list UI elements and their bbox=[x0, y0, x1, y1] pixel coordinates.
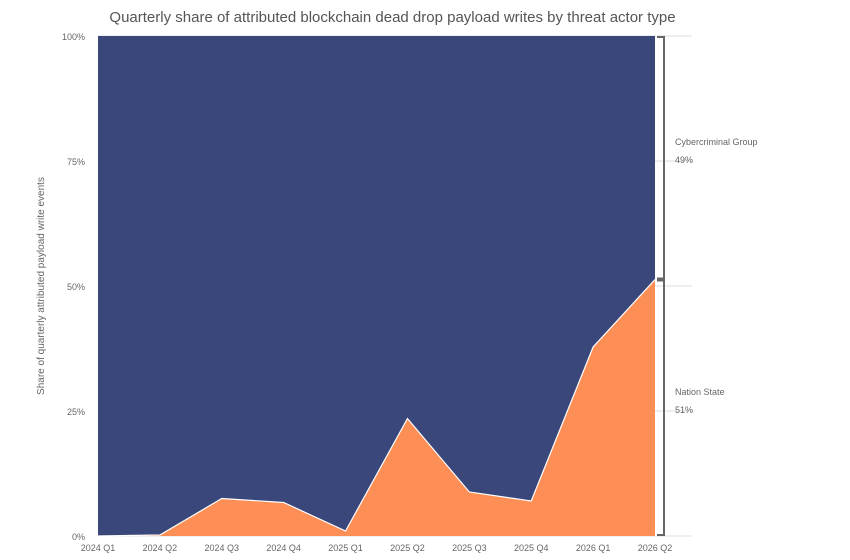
y-tick-label: 25% bbox=[67, 407, 85, 417]
x-tick-label: 2026 Q2 bbox=[638, 543, 673, 553]
x-tick-label: 2025 Q2 bbox=[390, 543, 425, 553]
series-boundary-line bbox=[97, 279, 656, 537]
y-tick-label: 75% bbox=[67, 157, 85, 167]
bracket-nation-state bbox=[657, 279, 665, 536]
y-axis-label: Share of quarterly attributed payload wr… bbox=[36, 177, 47, 395]
x-tick-label: 2025 Q1 bbox=[328, 543, 363, 553]
x-tick-label: 2026 Q1 bbox=[576, 543, 611, 553]
x-tick-label: 2024 Q2 bbox=[143, 543, 178, 553]
x-tick-label: 2025 Q4 bbox=[514, 543, 549, 553]
y-tick-label: 50% bbox=[67, 282, 85, 292]
chart-title: Quarterly share of attributed blockchain… bbox=[109, 9, 676, 26]
x-tick-label: 2024 Q1 bbox=[81, 543, 116, 553]
x-tick-label: 2025 Q3 bbox=[452, 543, 487, 553]
end-label-value-cybercriminal-group: 49% bbox=[675, 155, 693, 165]
x-tick-label: 2024 Q4 bbox=[266, 543, 301, 553]
end-label-name-cybercriminal-group: Cybercriminal Group bbox=[675, 137, 758, 147]
end-label-value-nation-state: 51% bbox=[675, 405, 693, 415]
series-area-cybercriminal-group bbox=[98, 36, 655, 536]
y-tick-label: 0% bbox=[72, 532, 85, 542]
end-label-name-nation-state: Nation State bbox=[675, 387, 725, 397]
bracket-cybercriminal-group bbox=[657, 36, 665, 280]
x-tick-label: 2024 Q3 bbox=[205, 543, 240, 553]
y-tick-label: 100% bbox=[62, 32, 85, 42]
series-area-nation-state bbox=[98, 279, 655, 536]
